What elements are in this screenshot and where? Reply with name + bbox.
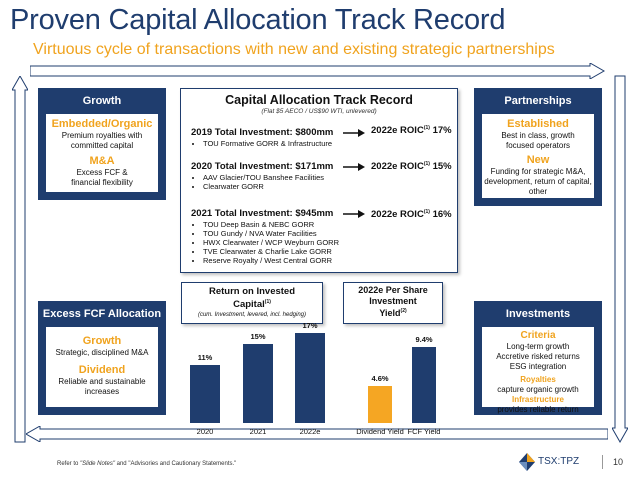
page-subtitle: Virtuous cycle of transactions with new …: [33, 41, 555, 58]
cycle-arrow-left: [12, 76, 28, 443]
bar-dividend-yield: [368, 385, 392, 423]
list-item: HWX Clearwater / WCP Weyburn GORR: [203, 238, 339, 247]
excess-fcf-text-dividend: Reliable and sustainable increases: [58, 377, 146, 396]
footnote: Refer to "Slide Notes" and "Advisories a…: [57, 461, 237, 467]
partnerships-text-new: Funding for strategic M&A, development, …: [484, 167, 592, 196]
growth-label-ma: M&A: [89, 155, 115, 167]
arrow-right-icon: [343, 163, 365, 171]
investments-text-esg: ESG integration: [509, 362, 567, 371]
investments-label-royalties: Royalties: [520, 375, 556, 384]
list-item: TOU Formative GORR & Infrastructure: [203, 139, 332, 148]
partnerships-label-new: New: [526, 154, 550, 166]
partnerships-text-established: Best in class, growth focused operators: [501, 131, 575, 150]
excess-fcf-body: Growth Strategic, disciplined M&A Divide…: [46, 327, 158, 407]
investments-body: Criteria Long-term growth Accretive risk…: [482, 327, 594, 414]
bar-value-label: 15%: [250, 331, 266, 341]
investment-list-2020: AAV Glacier/TOU Banshee Facilities Clear…: [193, 173, 324, 191]
investments-label-criteria: Criteria: [520, 330, 556, 341]
investment-heading-2019: 2019 Total Investment: $800mm: [191, 127, 334, 138]
arrow-right-icon: [343, 210, 365, 218]
excess-fcf-label-growth: Growth: [82, 335, 122, 347]
partnerships-title: Partnerships: [504, 95, 572, 107]
roic-card: Return on Invested Capital(1) (cum. Inve…: [181, 282, 323, 324]
investment-heading-2021: 2021 Total Investment: $945mm: [191, 208, 334, 219]
list-item: Reserve Royalty / West Central GORR: [203, 256, 339, 265]
investments-label-infrastructure: Infrastructure: [511, 395, 564, 404]
partnerships-label-established: Established: [507, 118, 569, 130]
cycle-arrow-bottom: [26, 426, 608, 442]
growth-title: Growth: [82, 95, 122, 107]
bar-2021: [243, 343, 273, 423]
roic-2019: 2022e ROIC(1) 17%: [371, 125, 452, 137]
bar-value-label: 17%: [302, 320, 318, 330]
investment-list-2019: TOU Formative GORR & Infrastructure: [193, 139, 332, 148]
arrow-right-icon: [343, 129, 365, 137]
excess-fcf-label-dividend: Dividend: [78, 364, 126, 376]
investments-box: Investments Criteria Long-term growth Ac…: [474, 301, 602, 415]
bar-category-label: 2020: [196, 427, 214, 436]
roic-card-note: (cum. Investment, levered, incl. hedging…: [197, 312, 307, 319]
bar-category-label: Dividend Yield: [356, 427, 404, 436]
partnerships-box: Partnerships Established Best in class, …: [474, 88, 602, 206]
bar-2020: [190, 364, 220, 423]
growth-text-ma: Excess FCF & financial flexibility: [71, 168, 133, 187]
page-title: Proven Capital Allocation Track Record: [10, 4, 506, 36]
roic-card-title: Return on Invested Capital(1): [208, 286, 296, 311]
track-record-title: Capital Allocation Track Record: [225, 93, 413, 107]
bar-fcf-yield: [412, 346, 436, 423]
yield-card: 2022e Per Share Investment Yield(2): [343, 282, 443, 324]
list-item: TOU Gundy / NVA Water Facilities: [203, 229, 339, 238]
ticker-label: TSX:TPZ: [538, 456, 580, 467]
investments-text-growth: Long-term growth: [506, 342, 570, 351]
list-item: TVE Clearwater & Charlie Lake GORR: [203, 247, 339, 256]
growth-label-embedded: Embedded/Organic: [51, 118, 153, 130]
cycle-arrow-top: [30, 63, 606, 79]
investments-text-infrastructure: provides reliable return: [497, 405, 579, 414]
list-item: TOU Deep Basin & NEBC GORR: [203, 220, 339, 229]
investments-title: Investments: [505, 308, 571, 320]
track-record-card: Capital Allocation Track Record (Flat $5…: [180, 88, 458, 273]
roic-2020: 2022e ROIC(1) 15%: [371, 161, 452, 173]
growth-body: Embedded/Organic Premium royalties with …: [46, 114, 158, 192]
partnerships-body: Established Best in class, growth focuse…: [482, 114, 594, 198]
bar-category-label: FCF Yield: [407, 427, 441, 436]
investments-text-returns: Accretive risked returns: [496, 352, 580, 361]
investment-list-2021: TOU Deep Basin & NEBC GORR TOU Gundy / N…: [193, 220, 339, 265]
bar-category-label: 2022e: [299, 427, 321, 436]
list-item: AAV Glacier/TOU Banshee Facilities: [203, 173, 324, 182]
track-record-subtitle: (Flat $5 AECO / US$90 WTI, unlevered): [261, 108, 377, 115]
bar-value-label: 11%: [197, 352, 213, 362]
investments-text-royalties: capture organic growth: [497, 385, 579, 394]
bar-value-label: 4.6%: [371, 373, 389, 383]
growth-box: Growth Embedded/Organic Premium royaltie…: [38, 88, 166, 200]
page-number: 10: [613, 457, 624, 467]
investment-heading-2020: 2020 Total Investment: $171mm: [191, 161, 334, 172]
excess-fcf-text-growth: Strategic, disciplined M&A: [55, 348, 149, 357]
yield-card-title: 2022e Per Share Investment Yield(2): [358, 285, 428, 318]
footer-divider: [602, 455, 603, 469]
list-item: Clearwater GORR: [203, 182, 324, 191]
excess-fcf-title: Excess FCF Allocation: [42, 308, 162, 320]
cycle-arrow-right: [612, 75, 628, 444]
excess-fcf-box: Excess FCF Allocation Growth Strategic, …: [38, 301, 166, 415]
topaz-logo-icon: [519, 453, 535, 471]
bar-value-label: 9.4%: [415, 334, 433, 344]
growth-text-embedded: Premium royalties with committed capital: [61, 131, 143, 150]
bar-category-label: 2021: [249, 427, 267, 436]
roic-2021: 2022e ROIC(1) 16%: [371, 209, 452, 221]
bar-2022e: [295, 332, 325, 423]
